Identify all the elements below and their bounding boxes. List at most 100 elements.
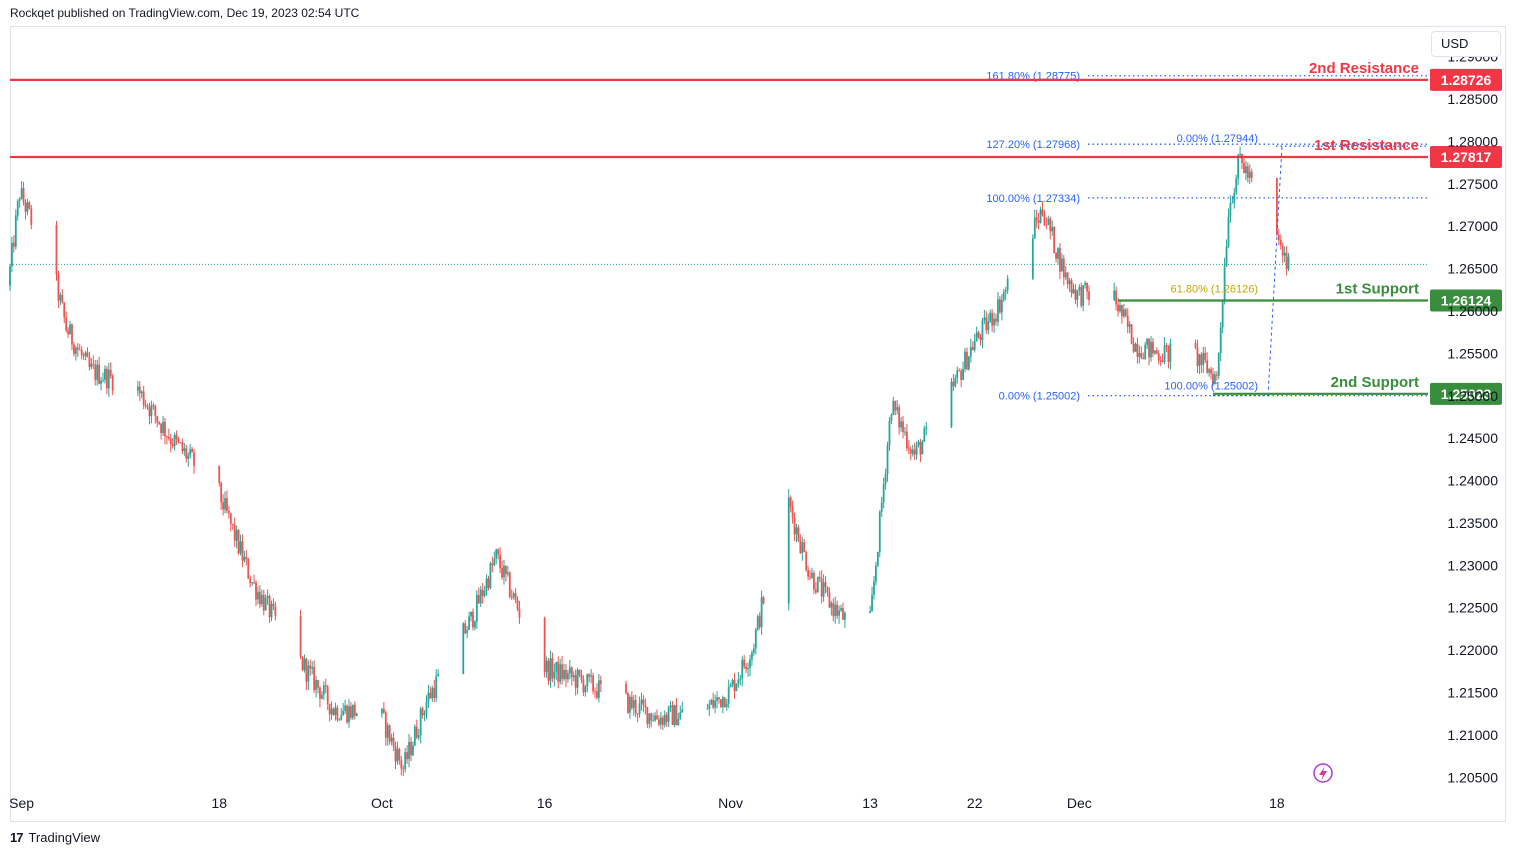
candle-body <box>218 465 221 483</box>
time-axis[interactable]: Sep 18 Oct 16 Nov 13 22 Dec 18 <box>9 795 1285 811</box>
candle-body <box>576 669 579 688</box>
candle <box>483 585 486 598</box>
candle-body <box>181 442 184 452</box>
candle <box>580 669 583 684</box>
candle-body <box>977 332 980 338</box>
candle-body <box>747 667 749 670</box>
candle-body <box>394 746 397 762</box>
candle <box>760 590 763 635</box>
currency-button[interactable]: USD <box>1431 31 1501 57</box>
candle <box>315 675 317 698</box>
candle-body <box>431 688 434 699</box>
footer-brand[interactable]: 17 TradingView <box>10 830 100 845</box>
candle-body <box>597 680 600 698</box>
candle <box>154 404 157 424</box>
candle-body <box>754 629 757 649</box>
candle <box>952 374 955 392</box>
candle-body <box>743 659 746 667</box>
candle <box>1072 283 1075 295</box>
candle <box>346 704 348 724</box>
candle <box>1144 341 1147 360</box>
candle <box>1206 352 1209 374</box>
candle-body <box>568 667 571 674</box>
candle <box>348 699 350 728</box>
candle <box>561 656 563 685</box>
candle <box>906 423 908 452</box>
candle <box>506 566 509 577</box>
candle-body <box>894 400 897 411</box>
candle-body <box>146 405 149 408</box>
candle-body <box>404 752 407 770</box>
candle <box>1140 346 1143 360</box>
candle-body <box>167 436 170 439</box>
candle-body <box>673 705 676 725</box>
candle <box>1049 216 1052 240</box>
candle <box>882 477 885 509</box>
candle <box>997 292 999 327</box>
candle-body <box>590 675 593 677</box>
candle-body <box>175 434 178 440</box>
candle-body <box>503 565 505 578</box>
candle <box>510 589 513 601</box>
candle <box>239 534 242 556</box>
candle-body <box>425 701 428 714</box>
candle-body <box>716 697 718 701</box>
candle-body <box>902 421 904 432</box>
candle <box>1214 371 1216 385</box>
candle <box>69 320 71 335</box>
candle <box>559 658 562 685</box>
candle-body <box>1113 290 1116 300</box>
candle-body <box>247 558 250 579</box>
level-name: 1st Support <box>1336 280 1419 297</box>
candle <box>752 643 755 656</box>
candle-body <box>1167 345 1170 363</box>
candle <box>503 560 505 585</box>
candle-body <box>1062 258 1065 278</box>
candle <box>625 680 627 695</box>
candle-body <box>260 594 263 605</box>
candle <box>1250 168 1253 183</box>
candle-body <box>272 603 275 607</box>
candle <box>791 500 794 524</box>
candle <box>1159 356 1162 367</box>
price-axis[interactable]: 1.290001.285001.280001.275001.270001.265… <box>1447 49 1498 786</box>
candle-body <box>491 563 494 566</box>
candle-body <box>489 563 492 588</box>
candle <box>590 669 593 684</box>
candle <box>55 220 58 281</box>
candle <box>681 701 684 714</box>
candle <box>270 600 273 622</box>
candle <box>708 700 711 716</box>
candle <box>344 699 347 715</box>
candle-body <box>227 510 230 514</box>
candle <box>394 741 397 770</box>
candle-body <box>1225 246 1228 267</box>
candle-body <box>1146 338 1149 345</box>
candle <box>433 679 436 703</box>
candle-body <box>12 242 15 247</box>
candle <box>954 374 957 388</box>
lightning-icon[interactable] <box>1313 763 1333 783</box>
candle <box>807 565 810 581</box>
candle-body <box>102 379 104 381</box>
candle-body <box>1250 171 1253 178</box>
candle <box>737 672 740 688</box>
candle-body <box>725 703 728 708</box>
candle-body <box>584 686 587 693</box>
candle-body <box>104 368 106 380</box>
candle-body <box>648 713 651 724</box>
candle-body <box>1128 324 1131 327</box>
candle-body <box>543 617 546 672</box>
candle <box>962 361 964 381</box>
candle-body <box>166 436 168 438</box>
candle-body <box>842 608 844 620</box>
candle <box>584 684 587 697</box>
candle-body <box>1082 284 1085 306</box>
candle-body <box>413 726 416 746</box>
candle <box>253 574 255 585</box>
price-tick-label: 1.20500 <box>1447 769 1498 785</box>
candle-body <box>173 434 176 447</box>
candle <box>809 570 811 580</box>
candle-body <box>74 347 77 354</box>
